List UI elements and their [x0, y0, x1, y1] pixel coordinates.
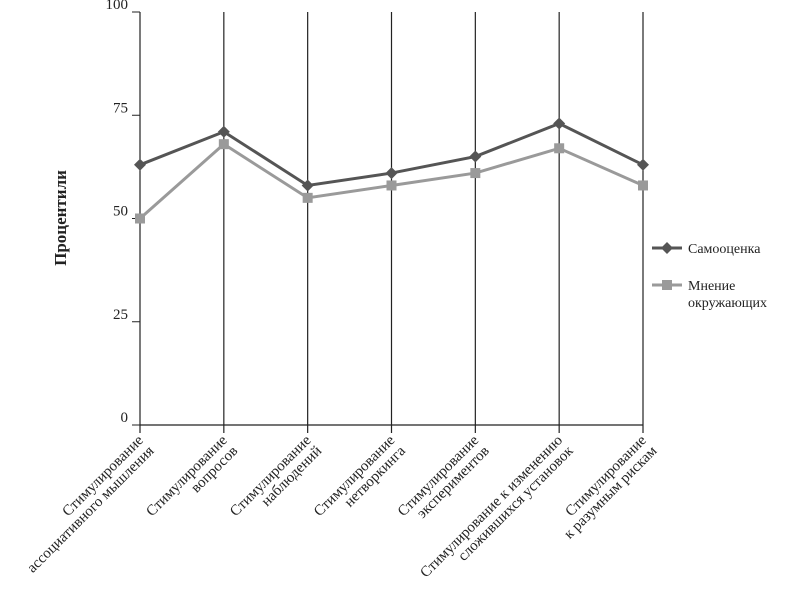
- point: [301, 179, 314, 192]
- legend-label: Самооценка: [688, 242, 761, 257]
- point: [218, 139, 229, 150]
- point: [554, 143, 565, 154]
- x-tick-label: Стимулирование к изменениюсложившихся ус…: [417, 432, 577, 592]
- x-tick-label: Стимулированиевопросов: [143, 432, 241, 530]
- x-tick-label: Стимулированиенетворкинга: [311, 432, 409, 530]
- legend-marker: [662, 280, 672, 290]
- point: [386, 180, 397, 191]
- point: [302, 192, 313, 203]
- y-tick-label: 50: [113, 204, 128, 220]
- y-axis-title: Процентили: [51, 170, 70, 266]
- point: [135, 213, 145, 224]
- y-tick-label: 100: [106, 0, 129, 13]
- point: [385, 167, 398, 180]
- point: [134, 158, 146, 171]
- y-tick-label: 75: [113, 100, 128, 116]
- point: [469, 150, 482, 163]
- point: [217, 125, 230, 138]
- x-tick-label: Стимулированиенаблюдений: [227, 432, 325, 530]
- legend-marker: [661, 242, 673, 254]
- y-tick-label: 0: [121, 410, 129, 426]
- point: [553, 117, 566, 130]
- x-tick-label: Стимулированиеассоциативного мышления: [14, 432, 158, 576]
- point: [470, 168, 481, 179]
- point: [638, 180, 648, 191]
- point: [637, 158, 649, 171]
- y-tick-label: 25: [113, 307, 128, 323]
- legend-label: Мнение окружающих: [688, 279, 767, 311]
